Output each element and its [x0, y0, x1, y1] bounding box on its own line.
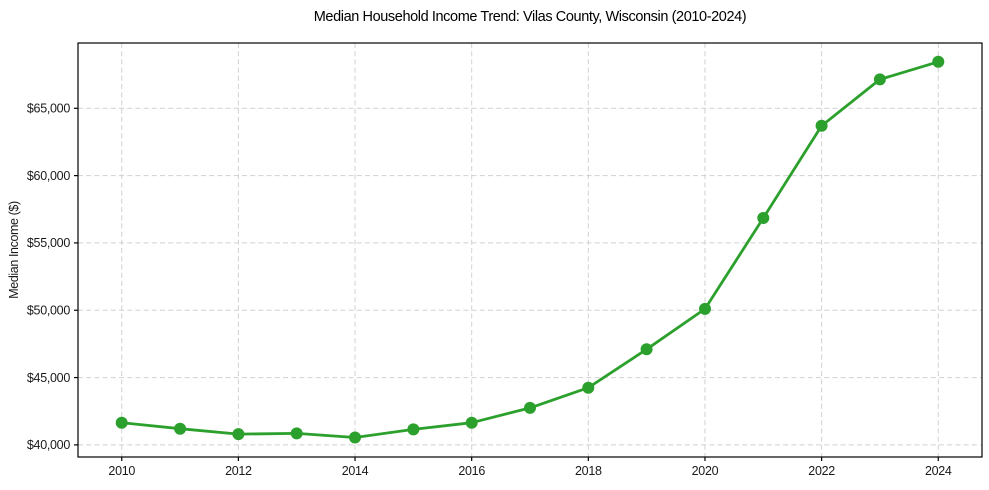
- data-point: [932, 55, 945, 68]
- data-point: [465, 416, 478, 429]
- data-point: [174, 422, 187, 435]
- x-tick-label: 2024: [925, 464, 952, 478]
- y-tick-label: $55,000: [27, 236, 70, 250]
- data-point: [524, 401, 536, 414]
- data-point: [757, 212, 770, 224]
- data-point: [815, 119, 828, 132]
- data-point: [873, 73, 886, 86]
- x-tick-label: 2012: [225, 464, 252, 478]
- data-point: [699, 302, 711, 315]
- data-point: [290, 427, 303, 440]
- data-point: [232, 428, 245, 441]
- y-tick-label: $45,000: [27, 371, 70, 385]
- data-point: [407, 423, 420, 436]
- y-axis-label: Median Income ($): [7, 201, 21, 299]
- plot-border: [77, 42, 983, 458]
- data-point: [640, 343, 653, 356]
- y-tick-label: $65,000: [27, 102, 70, 116]
- x-tick-label: 2016: [458, 464, 485, 478]
- y-tick-label: $40,000: [27, 438, 70, 452]
- y-tick-label: $60,000: [27, 169, 70, 183]
- trend-line: [120, 60, 940, 439]
- chart-title: Median Household Income Trend: Vilas Cou…: [313, 9, 747, 25]
- data-point: [582, 381, 595, 394]
- x-tick-label: 2018: [575, 464, 602, 478]
- data-point: [349, 431, 361, 444]
- data-point: [115, 416, 128, 429]
- x-tick-label: 2014: [342, 464, 369, 478]
- x-tick-label: 2010: [108, 464, 135, 478]
- x-tick-label: 2022: [808, 464, 835, 478]
- x-tick-label: 2020: [692, 464, 719, 478]
- y-tick-label: $50,000: [27, 304, 70, 318]
